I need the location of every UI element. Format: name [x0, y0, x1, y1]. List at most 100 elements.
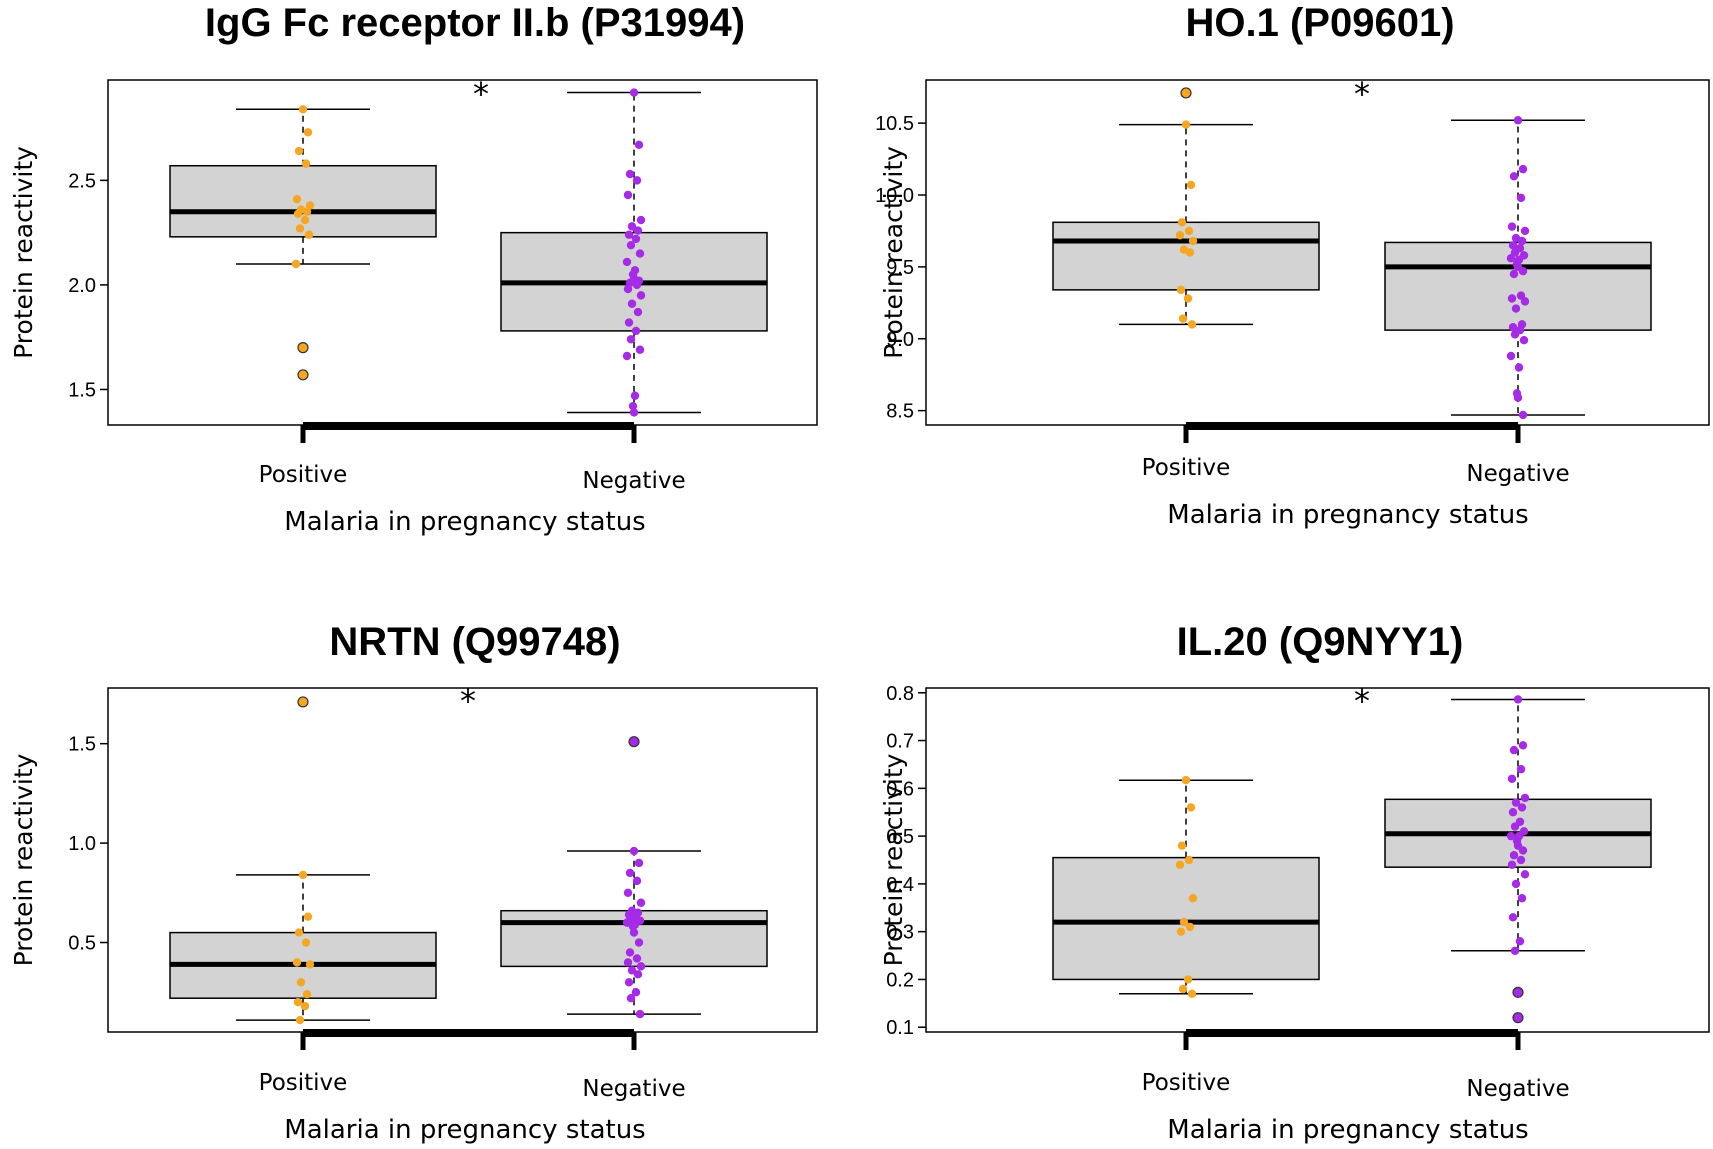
- y-tick-label: 0.7: [886, 731, 914, 753]
- data-point: [302, 990, 312, 999]
- data-point: [623, 958, 633, 967]
- chart-panel-4: IL.20 (Q9NYY1) 0.1 0.2 0.3 0.4 0.5 0.6 0.7 0.8 Pr…: [879, 620, 1710, 1145]
- box-negative: [1384, 695, 1652, 1024]
- data-point: [634, 858, 644, 868]
- data-point: [1514, 363, 1524, 372]
- data-point: [632, 876, 642, 886]
- data-point: [1184, 226, 1194, 236]
- x-category-label: Positive: [259, 462, 348, 488]
- data-point: [1181, 776, 1191, 785]
- data-point: [301, 938, 311, 947]
- y-tick-label: 0.6: [886, 778, 914, 800]
- outlier-point: [297, 696, 309, 708]
- box-positive: [169, 105, 437, 381]
- data-point: [1520, 226, 1530, 236]
- data-point: [1188, 894, 1198, 903]
- data-point: [626, 335, 636, 344]
- x-category-label: Positive: [1142, 1070, 1231, 1096]
- y-tick-label: 0.2: [886, 969, 914, 991]
- y-tick-label: 1.0: [68, 833, 96, 855]
- data-point: [627, 222, 637, 231]
- y-tick-label: 8.5: [886, 401, 914, 423]
- data-point: [1508, 913, 1518, 922]
- y-tick-label: 1.5: [68, 379, 96, 401]
- data-point: [1177, 218, 1187, 227]
- data-point: [1518, 410, 1528, 420]
- y-tick-label: 9.5: [886, 257, 914, 279]
- chart-panel-2: HO.1 (P09601) 8.5 9.0 9.5 10.0 10.5 Protein re…: [875, 1, 1710, 530]
- data-point: [302, 207, 312, 216]
- x-category-label: Negative: [582, 468, 685, 494]
- outlier-point: [1512, 1012, 1524, 1024]
- data-point: [1507, 294, 1517, 303]
- data-point: [1513, 695, 1523, 704]
- data-point: [1509, 745, 1519, 755]
- data-point: [293, 997, 303, 1007]
- outlier-point: [1512, 986, 1524, 998]
- data-point: [1186, 803, 1196, 812]
- data-point: [1183, 975, 1193, 984]
- y-tick-label: 0.1: [886, 1017, 914, 1039]
- data-point: [1511, 798, 1521, 807]
- outlier-point: [628, 736, 640, 748]
- data-point: [622, 351, 632, 361]
- data-point: [1181, 120, 1191, 129]
- data-point: [628, 401, 638, 411]
- data-point: [301, 159, 311, 168]
- data-point: [294, 146, 304, 156]
- y-tick-label: 10.0: [875, 185, 914, 207]
- data-point: [1188, 236, 1198, 246]
- data-point: [1178, 314, 1188, 323]
- data-point: [632, 176, 642, 185]
- y-tick-label: 10.5: [875, 113, 914, 135]
- y-tick-label: 0.5: [886, 826, 914, 848]
- data-point: [635, 1009, 645, 1019]
- data-point: [1506, 351, 1516, 361]
- iqr-box: [1384, 241, 1652, 331]
- data-point: [1175, 231, 1185, 240]
- data-point: [1183, 294, 1193, 303]
- data-point: [1185, 248, 1195, 257]
- y-tick-label: 9.0: [886, 329, 914, 351]
- data-point: [1515, 937, 1525, 946]
- data-point: [1516, 855, 1526, 865]
- significance-marker: *: [460, 682, 476, 720]
- iqr-box: [169, 164, 437, 238]
- data-point: [1507, 860, 1517, 869]
- data-point: [629, 88, 639, 97]
- data-point: [630, 391, 640, 400]
- data-point: [1511, 304, 1521, 313]
- chart-title: IgG Fc receptor II.b (P31994): [205, 1, 745, 45]
- data-point: [1518, 741, 1528, 750]
- data-point: [1519, 335, 1529, 345]
- data-point: [631, 988, 641, 997]
- data-point: [636, 898, 646, 907]
- data-point: [1508, 323, 1518, 332]
- chart-panel-3: NRTN (Q99748) 0.5 1.0 1.5 Protein reactivity…: [9, 620, 818, 1145]
- data-point: [635, 249, 645, 258]
- box-negative: [500, 88, 768, 417]
- y-tick-label: 0.3: [886, 922, 914, 944]
- y-axis-label: Protein reactivity: [9, 753, 38, 966]
- data-point: [1509, 172, 1519, 181]
- data-point: [1178, 984, 1188, 994]
- data-point: [625, 948, 635, 957]
- data-point: [624, 318, 634, 327]
- data-point: [1507, 222, 1517, 231]
- data-point: [1520, 793, 1530, 803]
- data-point: [1510, 946, 1520, 955]
- data-point: [623, 888, 633, 898]
- data-point: [622, 918, 632, 927]
- data-point: [633, 970, 643, 979]
- x-axis-label: Malaria in pregnancy status: [1167, 1115, 1528, 1145]
- data-point: [636, 215, 646, 225]
- y-tick-label: 2.0: [68, 275, 96, 297]
- y-tick-label: 0.8: [886, 683, 914, 705]
- data-point: [1513, 393, 1523, 402]
- data-point: [633, 226, 643, 235]
- data-point: [291, 259, 301, 269]
- data-point: [631, 234, 641, 244]
- chart-title: IL.20 (Q9NYY1): [1177, 620, 1464, 664]
- data-point: [626, 993, 636, 1003]
